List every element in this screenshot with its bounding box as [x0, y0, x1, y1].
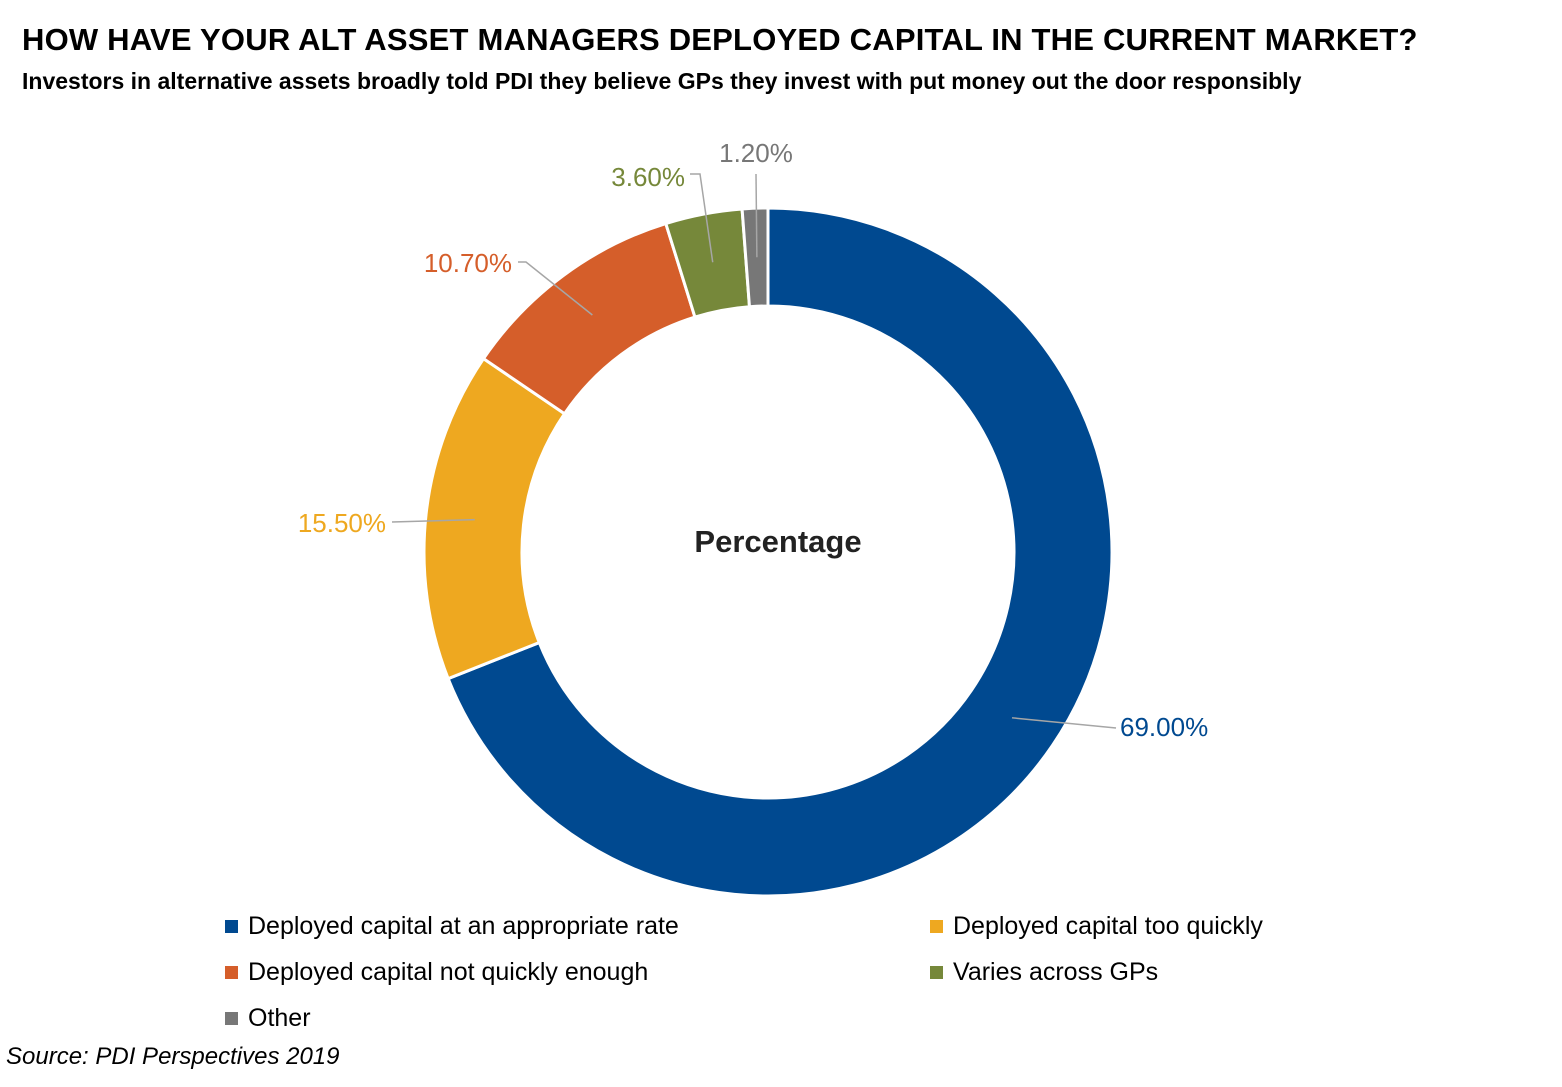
slice-deployed-capital-at-an-appropriate-rate [446, 206, 1114, 898]
legend-item-other: Other [225, 1004, 311, 1033]
legend-swatch [225, 1012, 238, 1025]
data-label-varies-across-gps: 3.60% [611, 162, 685, 192]
legend-swatch [930, 966, 943, 979]
legend-label: Other [248, 1004, 311, 1032]
chart-subtitle: Investors in alternative assets broadly … [22, 68, 1302, 94]
legend-swatch [225, 920, 238, 933]
leader-line-varies-across-gps [690, 173, 714, 263]
data-label-other: 1.20% [719, 138, 793, 168]
slice-other [740, 206, 770, 309]
center-label: Percentage [694, 524, 861, 559]
leader-line-other [755, 173, 758, 258]
data-label-deployed-capital-too-quickly: 15.50% [298, 508, 386, 538]
legend-item-deployed-capital-not-quickly-enough: Deployed capital not quickly enough [225, 958, 648, 987]
leader-line-deployed-capital-not-quickly-enough [518, 261, 593, 316]
data-label-deployed-capital-at-an-appropriate-rate: 69.00% [1120, 712, 1208, 742]
legend-item-deployed-capital-too-quickly: Deployed capital too quickly [930, 912, 1263, 941]
legend-label: Deployed capital too quickly [953, 912, 1263, 940]
source-note: Source: PDI Perspectives 2019 [6, 1043, 340, 1070]
legend-item-deployed-capital-at-an-appropriate-rate: Deployed capital at an appropriate rate [225, 912, 679, 941]
chart-title: HOW HAVE YOUR ALT ASSET MANAGERS DEPLOYE… [22, 22, 1418, 57]
legend-label: Deployed capital at an appropriate rate [248, 912, 679, 940]
legend-swatch [930, 920, 943, 933]
leader-line-deployed-capital-at-an-appropriate-rate [1011, 717, 1117, 729]
legend-item-varies-across-gps: Varies across GPs [930, 958, 1158, 987]
data-label-deployed-capital-not-quickly-enough: 10.70% [424, 248, 512, 278]
leader-line-deployed-capital-too-quickly [391, 518, 475, 523]
legend-swatch [225, 966, 238, 979]
legend-label: Varies across GPs [953, 958, 1159, 986]
legend-label: Deployed capital not quickly enough [248, 958, 649, 986]
slice-deployed-capital-too-quickly [422, 356, 567, 681]
